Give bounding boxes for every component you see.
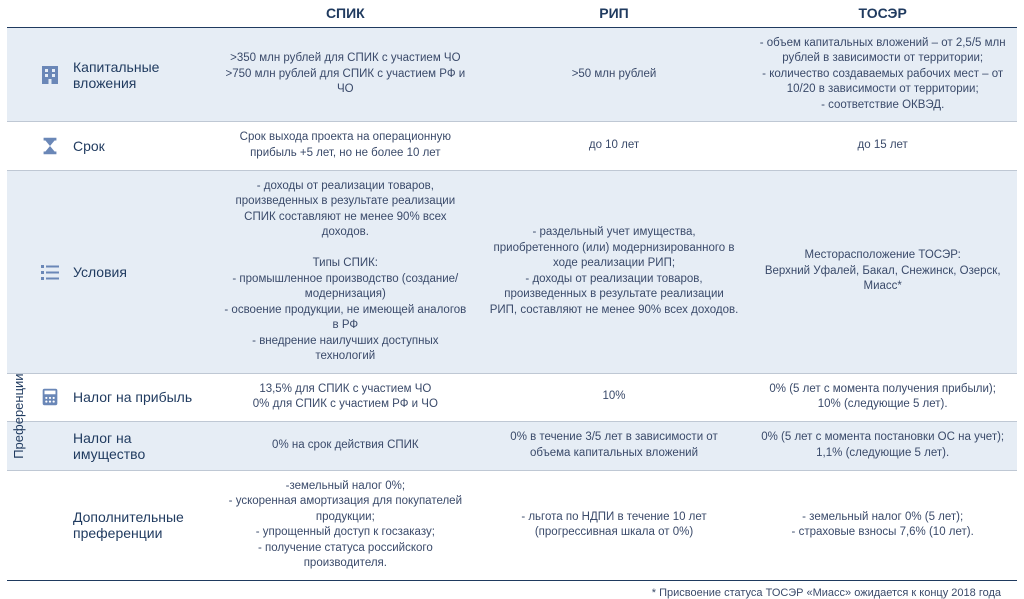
- calculator-icon: [37, 384, 63, 410]
- extra-toser: - земельный налог 0% (5 лет);- страховые…: [748, 471, 1017, 580]
- header-spik: СПИК: [211, 0, 480, 27]
- capex-toser: - объем капитальных вложений – от 2,5/5 …: [748, 28, 1017, 122]
- hourglass-icon: [37, 133, 63, 159]
- capex-spik: >350 млн рублей для СПИК с участием ЧО>7…: [211, 28, 480, 122]
- blank-icon: [37, 433, 63, 459]
- header-toser: ТОСЭР: [748, 0, 1017, 27]
- row-term: Срок Срок выхода проекта на операционную…: [7, 122, 1017, 170]
- term-toser: до 15 лет: [748, 122, 1017, 169]
- preferences-block: Преференции Налог на прибыль 13,5% для С…: [7, 374, 1017, 581]
- extra-rip: - льгота по НДПИ в течение 10 лет (прогр…: [480, 471, 749, 580]
- prop-tax-spik: 0% на срок действия СПИК: [211, 422, 480, 470]
- row-extra: Дополнительные преференции -земельный на…: [7, 471, 1017, 581]
- row-property-tax: Налог на имущество 0% на срок действия С…: [7, 422, 1017, 471]
- blank-icon: [37, 512, 63, 538]
- profit-tax-toser: 0% (5 лет с момента получения прибыли);1…: [748, 374, 1017, 421]
- cond-rip: - раздельный учет имущества, приобретенн…: [480, 171, 749, 373]
- header-row: СПИК РИП ТОСЭР: [7, 0, 1017, 28]
- label-profit-tax: Налог на прибыль: [73, 389, 192, 405]
- header-rip: РИП: [480, 0, 749, 27]
- profit-tax-rip: 10%: [480, 374, 749, 421]
- label-term: Срок: [73, 138, 105, 154]
- prop-tax-toser: 0% (5 лет с момента постановки ОС на уче…: [748, 422, 1017, 470]
- prop-tax-rip: 0% в течение 3/5 лет в зависимости от об…: [480, 422, 749, 470]
- comparison-table: СПИК РИП ТОСЭР Капитальные вложения >350…: [7, 0, 1017, 599]
- profit-tax-spik: 13,5% для СПИК с участием ЧО0% для СПИК …: [211, 374, 480, 421]
- row-conditions: Условия - доходы от реализации товаров, …: [7, 171, 1017, 374]
- cond-spik: - доходы от реализации товаров, произвед…: [211, 171, 480, 373]
- label-conditions: Условия: [73, 264, 127, 280]
- label-capex: Капитальные вложения: [73, 59, 205, 91]
- label-extra: Дополнительные преференции: [73, 509, 205, 541]
- building-icon: [37, 62, 63, 88]
- term-spik: Срок выхода проекта на операционную приб…: [211, 122, 480, 169]
- cond-toser: Месторасположение ТОСЭР:Верхний Уфалей, …: [748, 171, 1017, 373]
- extra-spik: -земельный налог 0%;- ускоренная амортиз…: [211, 471, 480, 580]
- term-rip: до 10 лет: [480, 122, 749, 169]
- row-profit-tax: Налог на прибыль 13,5% для СПИК с участи…: [7, 374, 1017, 422]
- row-capex: Капитальные вложения >350 млн рублей для…: [7, 28, 1017, 123]
- capex-rip: >50 млн рублей: [480, 28, 749, 122]
- footnote: * Присвоение статуса ТОСЭР «Миасс» ожида…: [7, 581, 1017, 599]
- preferences-label: Преференции: [11, 374, 26, 459]
- label-property-tax: Налог на имущество: [73, 430, 205, 462]
- list-icon: [37, 259, 63, 285]
